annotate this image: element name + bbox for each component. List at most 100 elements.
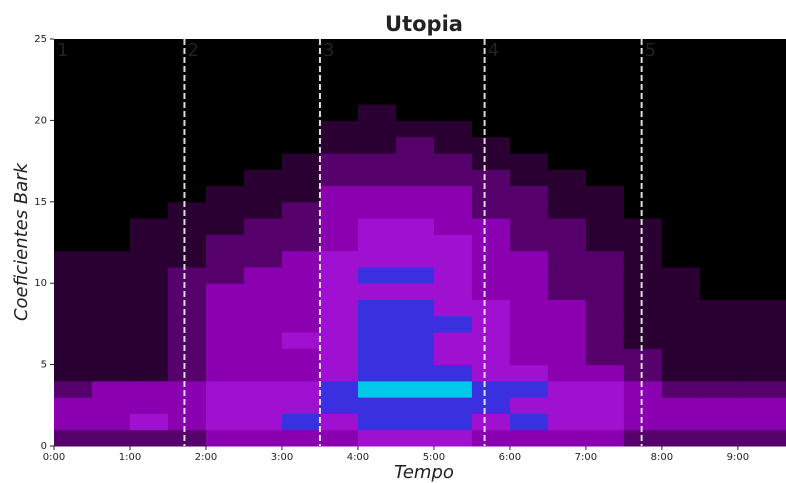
heatmap-cell <box>586 397 624 414</box>
heatmap-cell <box>548 55 586 72</box>
x-tick-label: 2:00 <box>195 452 217 463</box>
heatmap-cell <box>396 299 434 316</box>
heatmap-cell <box>130 267 168 284</box>
heatmap-cell <box>662 169 700 186</box>
y-tick-label: 10 <box>34 278 47 289</box>
y-tick-label: 5 <box>41 360 47 371</box>
heatmap-cell <box>244 120 282 137</box>
heatmap-cell <box>92 234 130 251</box>
heatmap-cell <box>282 88 320 105</box>
heatmap-cell <box>168 153 206 170</box>
heatmap-cell <box>700 153 738 170</box>
heatmap-cell <box>92 267 130 284</box>
heatmap-cell <box>320 365 358 382</box>
heatmap-cell <box>662 202 700 219</box>
heatmap-cell <box>510 381 548 398</box>
heatmap-cell <box>320 186 358 203</box>
heatmap-cell <box>92 120 130 137</box>
heatmap-cell <box>130 332 168 349</box>
heatmap-cell <box>624 202 662 219</box>
heatmap-cell <box>700 88 738 105</box>
heatmap-cell <box>662 299 700 316</box>
heatmap-cell <box>168 267 206 284</box>
heatmap-cell <box>738 381 786 398</box>
heatmap-cell <box>738 153 786 170</box>
heatmap-cell <box>358 365 396 382</box>
heatmap-cell <box>320 413 358 430</box>
heatmap-cell <box>92 316 130 333</box>
heatmap-cell <box>738 39 786 56</box>
heatmap-cell <box>738 202 786 219</box>
heatmap-cell <box>434 153 472 170</box>
heatmap-cell <box>282 153 320 170</box>
heatmap-cell <box>244 72 282 89</box>
heatmap-cell <box>700 299 738 316</box>
heatmap-cell <box>320 169 358 186</box>
heatmap-cell <box>92 381 130 398</box>
heatmap-cell <box>396 381 434 398</box>
heatmap-cell <box>206 218 244 235</box>
heatmap-cell <box>472 430 510 447</box>
heatmap-cell <box>472 234 510 251</box>
heatmap-cell <box>168 88 206 105</box>
heatmap-cell <box>396 137 434 154</box>
heatmap-cell <box>92 88 130 105</box>
heatmap-cell <box>54 283 92 300</box>
heatmap-cell <box>320 104 358 121</box>
heatmap-cell <box>320 299 358 316</box>
heatmap-cell <box>738 430 786 447</box>
heatmap-cell <box>206 316 244 333</box>
heatmap-cell <box>548 299 586 316</box>
heatmap-cell <box>358 202 396 219</box>
heatmap-cell <box>700 39 738 56</box>
heatmap-cell <box>54 381 92 398</box>
section-label: 3 <box>323 40 334 61</box>
heatmap-cell <box>54 88 92 105</box>
heatmap-cell <box>320 397 358 414</box>
heatmap-cell <box>130 316 168 333</box>
heatmap-cell <box>548 397 586 414</box>
heatmap-cell <box>548 316 586 333</box>
heatmap-cell <box>282 104 320 121</box>
heatmap-cell <box>700 169 738 186</box>
heatmap-cell <box>130 202 168 219</box>
heatmap-cell <box>662 430 700 447</box>
heatmap-cell <box>472 251 510 268</box>
x-tick-label: 3:00 <box>271 452 293 463</box>
heatmap-cell <box>320 234 358 251</box>
heatmap-cell <box>206 137 244 154</box>
heatmap-cell <box>244 234 282 251</box>
heatmap-cell <box>548 72 586 89</box>
heatmap-cell <box>396 430 434 447</box>
heatmap-cell <box>434 55 472 72</box>
heatmap-cell <box>396 218 434 235</box>
heatmap-cell <box>244 104 282 121</box>
heatmap-cell <box>92 186 130 203</box>
heatmap-cell <box>510 283 548 300</box>
heatmap-cell <box>700 55 738 72</box>
heatmap-cell <box>510 251 548 268</box>
heatmap-cell <box>624 348 662 365</box>
heatmap-cell <box>624 397 662 414</box>
heatmap-cell <box>472 283 510 300</box>
heatmap-cell <box>548 39 586 56</box>
heatmap-cell <box>206 397 244 414</box>
heatmap-cell <box>662 251 700 268</box>
heatmap-cell <box>738 88 786 105</box>
heatmap-cell <box>130 299 168 316</box>
heatmap-cell <box>510 186 548 203</box>
heatmap-cell <box>396 104 434 121</box>
heatmap-cell <box>548 348 586 365</box>
x-axis-label: Tempo <box>394 462 454 483</box>
heatmap-cell <box>738 234 786 251</box>
heatmap-cell <box>396 72 434 89</box>
heatmap-cell <box>282 120 320 137</box>
heatmap-cell <box>206 169 244 186</box>
heatmap-cell <box>92 348 130 365</box>
heatmap-cell <box>510 397 548 414</box>
heatmap-cell <box>472 348 510 365</box>
heatmap-cell <box>510 413 548 430</box>
heatmap-cell <box>206 104 244 121</box>
heatmap-cell <box>282 397 320 414</box>
heatmap-cell <box>358 153 396 170</box>
